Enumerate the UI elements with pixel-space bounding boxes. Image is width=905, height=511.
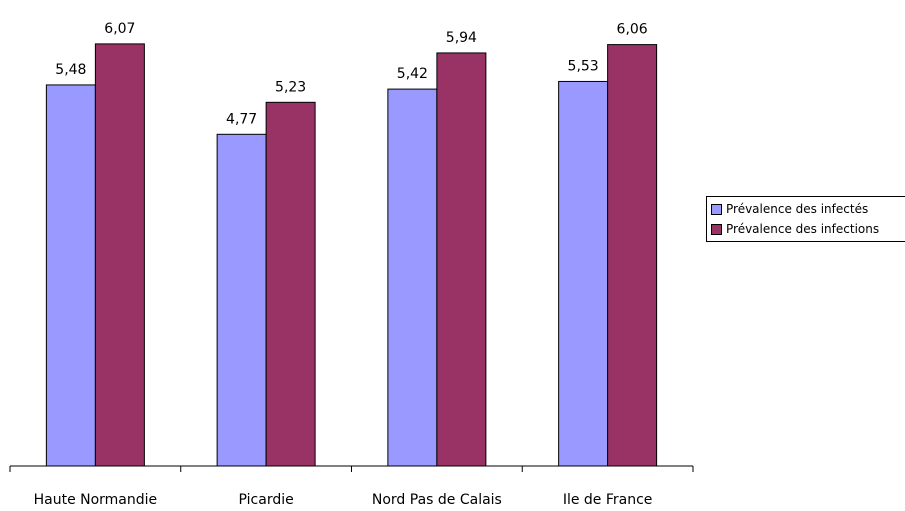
bar-series-2-1 <box>94 43 145 467</box>
data-label-series-2-4: 6,06 <box>617 22 648 38</box>
x-tick-label-2: Picardie <box>239 492 294 508</box>
legend: Prévalence des infectés Prévalence des i… <box>706 196 905 242</box>
legend-swatch-series-1 <box>711 203 722 215</box>
x-tick-label-1: Haute Normandie <box>34 492 158 508</box>
legend-label-series-1: Prévalence des infectés <box>726 202 869 216</box>
data-label-series-2-2: 5,23 <box>275 79 306 95</box>
data-label-series-1-1: 5,48 <box>55 62 86 78</box>
x-tick-label-3: Nord Pas de Calais <box>372 492 502 508</box>
legend-label-series-2: Prévalence des infections <box>726 222 880 236</box>
bar-series-2-2 <box>265 101 316 467</box>
bar-series-1-2 <box>216 133 267 467</box>
x-tick-label-4: Ile de France <box>563 492 653 508</box>
legend-swatch-series-2 <box>711 223 722 235</box>
data-label-series-2-3: 5,94 <box>446 30 477 46</box>
data-label-series-2-1: 6,07 <box>104 21 135 37</box>
plot-area: 5,48 6,07 Haute Normandie 4,77 5,23 Picardie 5… <box>9 21 694 508</box>
bar-series-2-4 <box>607 44 658 467</box>
data-label-series-1-2: 4,77 <box>226 111 257 127</box>
bar-series-2-3 <box>436 52 487 467</box>
bar-series-1-3 <box>387 88 438 467</box>
legend-item-series-1: Prévalence des infectés <box>711 199 901 219</box>
data-label-series-1-4: 5,53 <box>568 58 599 74</box>
bar-series-1-4 <box>558 80 609 467</box>
legend-item-series-2: Prévalence des infections <box>711 219 901 239</box>
bar-series-1-1 <box>45 84 96 467</box>
data-label-series-1-3: 5,42 <box>397 66 428 82</box>
